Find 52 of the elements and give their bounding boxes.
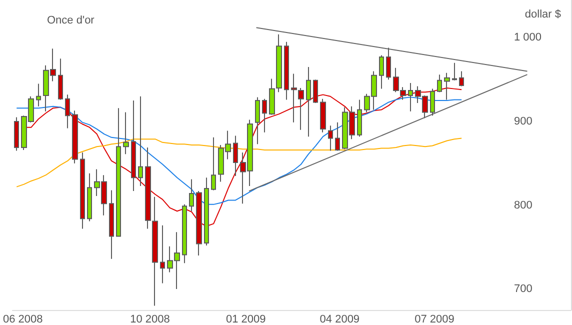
x-tick-label: 06 2008 — [3, 314, 43, 325]
x-tick-label: 10 2008 — [130, 314, 170, 325]
candlestick — [160, 224, 165, 284]
y-tick-label: 800 — [514, 199, 532, 212]
candlestick — [116, 108, 121, 237]
candlestick — [80, 152, 85, 230]
candlestick — [65, 94, 70, 129]
candlestick — [72, 110, 78, 164]
candlestick — [14, 116, 19, 152]
y-axis-title: dollar $ — [524, 8, 561, 20]
candlestick — [87, 172, 92, 222]
candlestick — [452, 62, 457, 81]
x-tick-label: 01 2009 — [226, 314, 266, 325]
candlestick — [123, 112, 129, 155]
candlestick — [437, 74, 442, 93]
text: Once d'or — [47, 14, 95, 26]
candlestick — [58, 58, 63, 100]
x-tick-label: 04 2009 — [320, 314, 360, 325]
candlestick — [269, 78, 275, 116]
y-tick-label: 900 — [514, 115, 532, 128]
x-tick-label: 07 2009 — [414, 314, 454, 325]
candlestick — [298, 87, 304, 130]
candlestick — [335, 122, 340, 152]
y-tick-label: 1 000 — [514, 32, 542, 44]
candlestick — [204, 177, 209, 246]
candlestick — [328, 125, 333, 152]
line-series — [16, 96, 462, 205]
candlestick — [36, 83, 41, 107]
candlestick — [284, 41, 289, 100]
candlestick — [211, 136, 216, 191]
candlestick — [430, 88, 435, 116]
y-tick-label: 700 — [514, 283, 532, 296]
candlestick — [276, 34, 282, 93]
candlestick — [262, 98, 267, 133]
candlestick — [444, 72, 450, 100]
candlestick — [182, 204, 187, 264]
candlestick — [357, 99, 362, 138]
candlestick — [313, 79, 318, 104]
candlestick — [189, 178, 194, 212]
candlestick — [306, 66, 311, 138]
candlestick — [379, 54, 384, 90]
candlestick — [233, 135, 238, 176]
candlestick — [131, 100, 136, 192]
line-series — [16, 138, 462, 188]
candlestick — [408, 82, 413, 112]
candlestick — [196, 190, 202, 256]
candlestick — [320, 98, 326, 133]
candlestick — [459, 70, 464, 87]
candlestick — [109, 190, 114, 260]
candlestick — [291, 73, 297, 123]
candlestick — [138, 96, 143, 186]
candlestick — [255, 96, 260, 145]
